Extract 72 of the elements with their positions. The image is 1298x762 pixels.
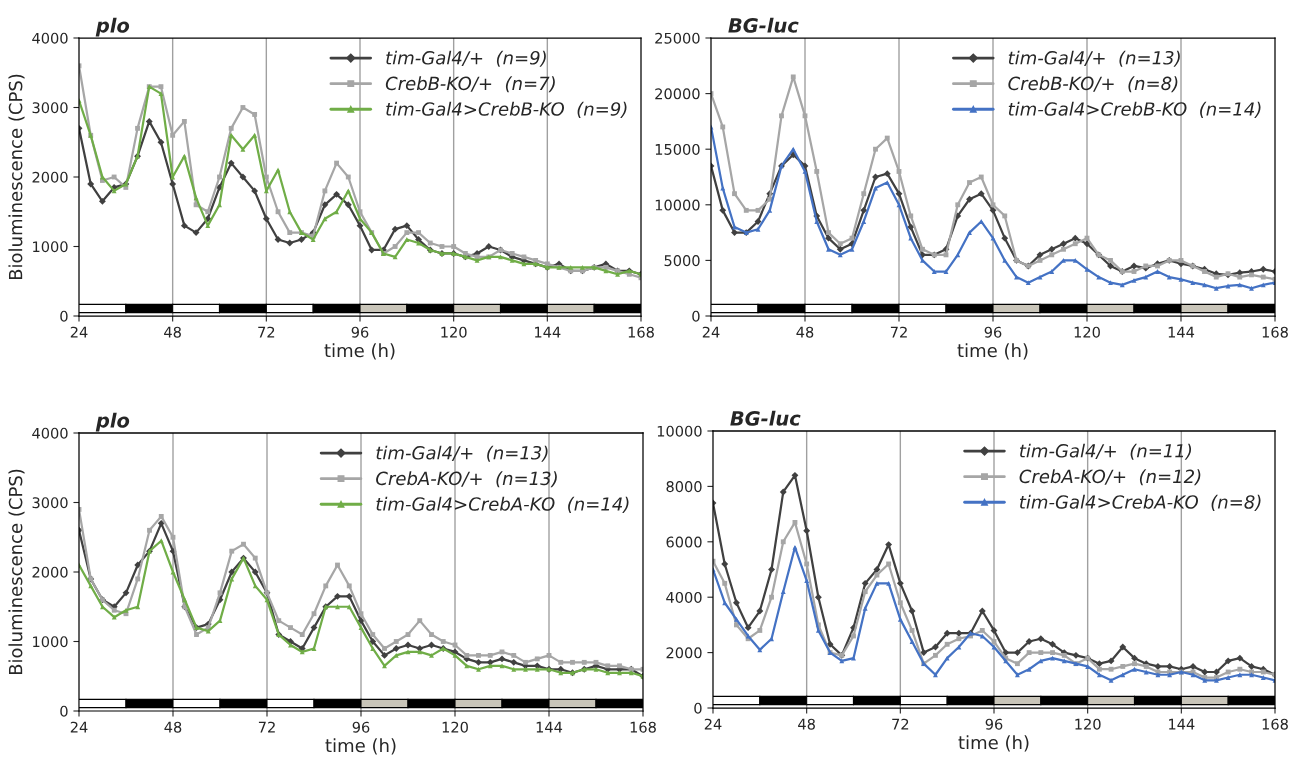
x-axis-title: time (h): [958, 735, 1029, 752]
y-tick-label: 4000: [666, 591, 702, 603]
x-tick-label: 96: [351, 326, 369, 338]
x-tick-label: 72: [258, 721, 275, 733]
chart-title: BG-luc: [728, 17, 799, 33]
x-tick-label: 96: [984, 326, 1002, 338]
y-tick-label: 3000: [32, 102, 68, 114]
y-tick-label: 2000: [32, 171, 68, 183]
legend-label: CrebA-KO/+ (n=13): [376, 471, 557, 488]
chart-title: plo: [95, 412, 130, 432]
y-tick-label: 4000: [32, 32, 68, 44]
y-tick-label: 0: [60, 310, 68, 322]
legend-label: tim-Gal4>CrebB-KO (n=14): [1008, 101, 1261, 118]
legend-label: tim-Gal4/+ (n=13): [1008, 50, 1180, 67]
x-tick-label: 144: [536, 721, 563, 733]
legend-label: tim-Gal4>CrebA-KO (n=14): [376, 496, 629, 513]
y-tick-label: 5000: [664, 255, 700, 267]
x-axis-title: time (h): [325, 738, 396, 755]
y-tick-label: 15000: [655, 143, 700, 155]
y-tick-label: 10000: [655, 199, 700, 211]
x-tick-label: 144: [1169, 718, 1195, 730]
y-tick-label: 8000: [666, 481, 702, 493]
y-tick-label: 3000: [32, 497, 68, 509]
legend-label: CrebB-KO/+ (n=8): [1008, 76, 1178, 93]
legend-label: tim-Gal4/+ (n=13): [376, 445, 548, 462]
x-tick-label: 120: [442, 721, 468, 733]
chart-title: plo: [95, 17, 130, 37]
x-tick-label: 48: [796, 326, 814, 338]
y-axis-title: Bioluminescence (CPS): [8, 469, 25, 675]
x-axis-title: time (h): [957, 343, 1028, 360]
x-tick-label: 168: [1262, 326, 1288, 338]
x-tick-label: 72: [890, 326, 907, 338]
x-tick-label: 168: [630, 721, 656, 733]
x-tick-label: 120: [1075, 718, 1101, 730]
x-tick-label: 120: [1074, 326, 1100, 338]
y-tick-label: 6000: [666, 536, 702, 548]
x-tick-label: 144: [535, 326, 561, 338]
x-tick-label: 24: [70, 326, 88, 338]
y-tick-label: 25000: [655, 32, 700, 44]
x-tick-label: 96: [985, 718, 1003, 730]
x-tick-label: 72: [892, 718, 909, 730]
legend-label: CrebB-KO/+ (n=7): [385, 76, 555, 93]
x-tick-label: 48: [164, 721, 182, 733]
x-tick-label: 168: [628, 326, 654, 338]
x-tick-label: 24: [702, 326, 720, 338]
x-tick-label: 24: [704, 718, 722, 730]
x-tick-label: 120: [441, 326, 467, 338]
x-axis-title: time (h): [324, 343, 395, 360]
legend-label: tim-Gal4>CrebB-KO (n=9): [386, 101, 627, 118]
y-tick-label: 0: [694, 702, 702, 714]
y-tick-label: 1000: [33, 241, 68, 253]
y-tick-label: 20000: [655, 88, 700, 100]
legend-label: tim-Gal4/+ (n=11): [1019, 443, 1192, 460]
x-tick-label: 144: [1168, 326, 1195, 338]
x-tick-label: 24: [70, 721, 88, 733]
x-tick-label: 168: [1262, 718, 1288, 730]
y-tick-label: 1000: [33, 636, 68, 648]
x-tick-label: 48: [798, 718, 815, 730]
legend-label: tim-Gal4/+ (n=9): [386, 50, 546, 67]
y-tick-label: 0: [60, 705, 68, 717]
x-tick-label: 72: [258, 326, 275, 338]
y-tick-label: 4000: [32, 427, 68, 439]
legend-label: tim-Gal4>CrebA-KO (n=8): [1019, 494, 1261, 511]
chart-title: BG-luc: [730, 410, 801, 426]
x-tick-label: 48: [164, 326, 181, 338]
legend-label: CrebA-KO/+ (n=12): [1019, 469, 1201, 486]
y-tick-label: 0: [692, 310, 700, 322]
y-tick-label: 2000: [666, 647, 702, 659]
y-tick-label: 10000: [657, 425, 702, 437]
y-tick-label: 2000: [32, 566, 68, 578]
y-axis-title: Bioluminescence (CPS): [8, 74, 25, 280]
x-tick-label: 96: [352, 721, 370, 733]
